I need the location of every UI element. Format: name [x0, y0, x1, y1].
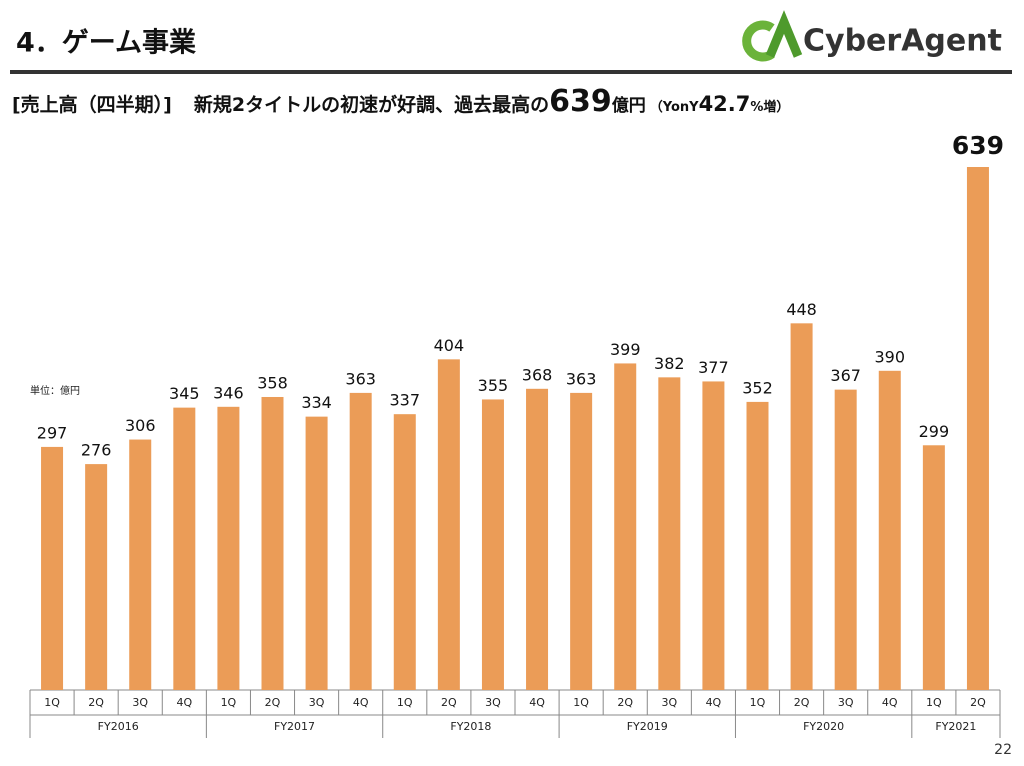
bar [481, 399, 504, 690]
value-label: 377 [698, 358, 729, 377]
x-tick-label: 4Q [882, 696, 898, 709]
x-tick-label: 3Q [309, 696, 325, 709]
unit-label: 単位：億円 [30, 384, 80, 397]
bar [790, 323, 813, 690]
value-label: 363 [345, 369, 376, 388]
value-label: 448 [786, 300, 817, 319]
bar [878, 370, 901, 690]
value-label: 404 [434, 336, 465, 355]
bar [614, 363, 637, 690]
group-label: FY2016 [98, 720, 139, 733]
value-label: 346 [213, 383, 244, 402]
x-tick-label: 1Q [397, 696, 413, 709]
x-tick-label: 3Q [838, 696, 854, 709]
value-label: 306 [125, 416, 156, 435]
x-tick-label: 3Q [485, 696, 501, 709]
logo-icon [742, 10, 803, 62]
value-label: 363 [566, 369, 597, 388]
bar [85, 464, 108, 690]
page-number: 22 [994, 742, 1012, 758]
bar [702, 381, 725, 690]
value-label: 367 [830, 366, 861, 385]
bar [129, 439, 152, 690]
value-label: 345 [169, 384, 200, 403]
value-label: 399 [610, 340, 641, 359]
value-label: 382 [654, 354, 685, 373]
x-tick-label: 2Q [265, 696, 281, 709]
x-tick-label: 1Q [750, 696, 766, 709]
bar [922, 445, 945, 690]
slide-title: 4．ゲーム事業 [16, 28, 196, 59]
x-tick-label: 1Q [221, 696, 237, 709]
bar [393, 414, 416, 690]
value-label: 337 [389, 391, 420, 410]
x-tick-label: 2Q [441, 696, 457, 709]
group-label: FY2021 [935, 720, 976, 733]
subtitle-part: 億円 [611, 96, 646, 116]
subtitle-part: 639 [549, 84, 612, 119]
bar [349, 392, 372, 690]
bar [437, 359, 460, 690]
subtitle: [売上高（四半期）] 新規2タイトルの初速が好調、過去最高の639億円 （YonY4… [12, 84, 789, 119]
x-tick-label: 4Q [529, 696, 545, 709]
bar [41, 446, 64, 690]
x-tick-label: 1Q [44, 696, 60, 709]
value-label: 358 [257, 373, 288, 392]
group-label: FY2018 [450, 720, 491, 733]
subtitle-part: 42.7 [698, 92, 751, 116]
value-label: 299 [919, 422, 950, 441]
bar [526, 388, 549, 690]
x-tick-label: 4Q [353, 696, 369, 709]
x-tick-label: 4Q [176, 696, 192, 709]
subtitle-part: 新規2タイトルの初速が好調、過去最高の [193, 94, 550, 116]
x-tick-label: 3Q [132, 696, 148, 709]
subtitle-part: [売上高（四半期）] [12, 94, 172, 116]
bar [834, 389, 857, 690]
bar [173, 407, 196, 690]
value-label: 334 [301, 393, 332, 412]
x-tick-label: 2Q [617, 696, 633, 709]
x-tick-label: 2Q [970, 696, 986, 709]
group-label: FY2017 [274, 720, 315, 733]
bar [305, 416, 328, 690]
bar [217, 406, 240, 690]
value-label: 276 [81, 441, 112, 460]
value-label: 352 [742, 378, 773, 397]
group-label: FY2019 [627, 720, 668, 733]
value-label: 390 [874, 347, 905, 366]
x-tick-label: 1Q [573, 696, 589, 709]
bar [261, 396, 284, 690]
value-label: 355 [478, 376, 509, 395]
x-tick-label: 4Q [706, 696, 722, 709]
bar [966, 167, 989, 690]
x-tick-label: 2Q [794, 696, 810, 709]
subtitle-part: （YonY [649, 100, 699, 115]
x-tick-label: 2Q [88, 696, 104, 709]
subtitle-part: %増） [750, 100, 790, 115]
logo-text: CyberAgent [803, 24, 1002, 59]
value-label: 368 [522, 365, 553, 384]
group-label: FY2020 [803, 720, 844, 733]
value-label: 297 [37, 423, 68, 442]
bar [570, 392, 593, 690]
bar [746, 401, 769, 690]
x-tick-label: 1Q [926, 696, 942, 709]
bar [658, 377, 681, 690]
x-tick-label: 3Q [661, 696, 677, 709]
value-label: 639 [952, 131, 1004, 160]
